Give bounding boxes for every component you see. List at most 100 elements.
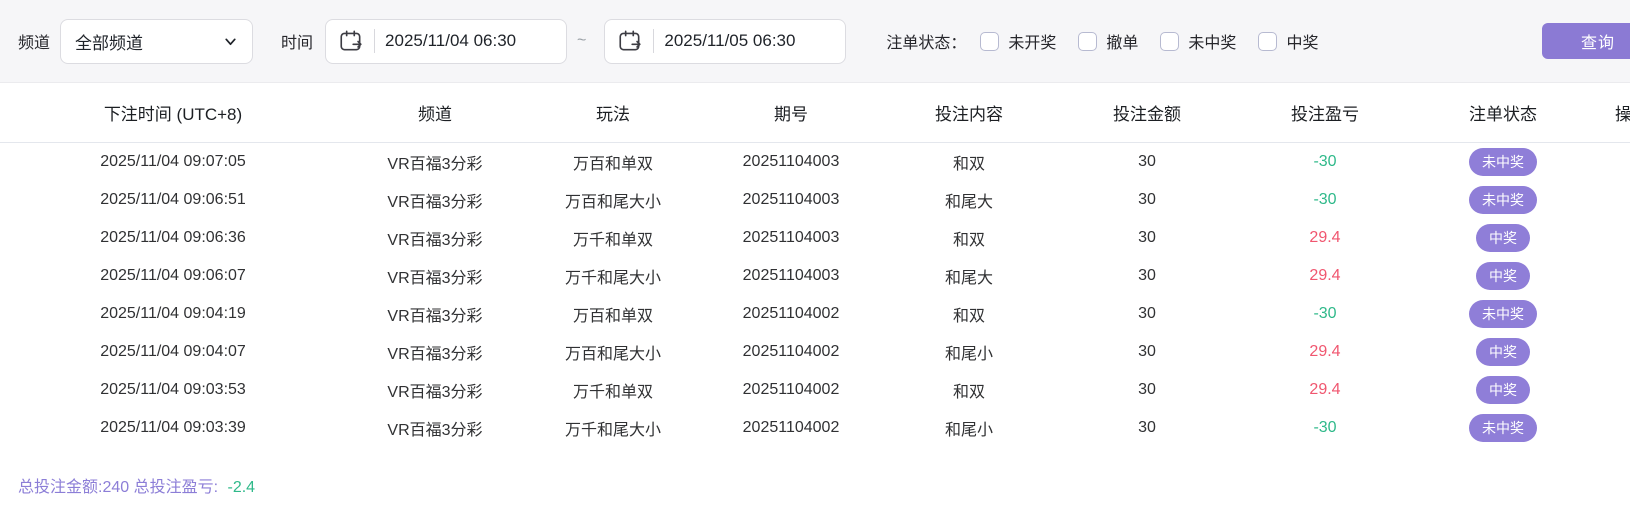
cell-bet-time: 2025/11/04 09:03:53 <box>100 381 246 398</box>
table-row: 2025/11/04 09:06:36 VR百福3分彩 万千和单双 202511… <box>0 219 1630 257</box>
cell-issue: 20251104003 <box>742 153 840 170</box>
cell-content: 和尾大 <box>944 194 993 211</box>
status-badge: 未中奖 <box>1469 148 1537 176</box>
cell-status: 未中奖 <box>1414 300 1592 328</box>
input-divider <box>374 29 376 53</box>
checkbox-label: 撤单 <box>1106 35 1139 52</box>
checkbox-unopened[interactable] <box>980 31 1000 51</box>
filter-bar: 频道 全部频道 时间 2025/11/04 06:30 ~ 2025/11/05… <box>0 0 1630 83</box>
cell-status: 中奖 <box>1414 338 1592 366</box>
cell-play: 万百和尾大小 <box>564 346 661 363</box>
channel-select[interactable]: 全部频道 <box>60 18 254 64</box>
input-divider <box>653 29 655 53</box>
cell-profit: 29.4 <box>1309 381 1341 398</box>
status-badge: 中奖 <box>1476 262 1530 290</box>
cell-content: 和双 <box>952 384 985 401</box>
cell-content: 和双 <box>952 232 985 249</box>
checkbox-label: 未中奖 <box>1188 35 1237 52</box>
chevron-down-icon <box>225 38 236 45</box>
col-status: 注单状态 <box>1469 105 1537 124</box>
checkbox-item-not-won[interactable]: 未中奖 <box>1160 29 1236 53</box>
cell-amount: 30 <box>1138 419 1156 436</box>
cell-status: 未中奖 <box>1414 148 1592 176</box>
cell-play: 万百和单双 <box>572 308 653 325</box>
checkbox-item-unopened[interactable]: 未开奖 <box>980 29 1056 53</box>
cell-channel: VR百福3分彩 <box>387 384 483 401</box>
order-status-filter: 注单状态： 未开奖 撤单 未中奖 中奖 <box>886 29 1318 53</box>
date-from-input[interactable]: 2025/11/04 06:30 <box>325 18 568 64</box>
cell-bet-time: 2025/11/04 09:04:19 <box>100 305 246 322</box>
table-row: 2025/11/04 09:06:51 VR百福3分彩 万百和尾大小 20251… <box>0 181 1630 219</box>
cell-amount: 30 <box>1138 305 1156 322</box>
checkbox-label: 未开奖 <box>1008 35 1057 52</box>
cell-channel: VR百福3分彩 <box>387 156 483 173</box>
status-badge: 未中奖 <box>1469 414 1537 442</box>
cell-profit: 29.4 <box>1309 229 1341 246</box>
cell-bet-time: 2025/11/04 09:07:05 <box>100 153 246 170</box>
checkbox-item-won[interactable]: 中奖 <box>1258 29 1318 53</box>
cell-profit: -30 <box>1313 305 1337 322</box>
table-body: 2025/11/04 09:07:05 VR百福3分彩 万百和单双 202511… <box>0 143 1630 447</box>
status-badge: 中奖 <box>1476 224 1530 252</box>
cell-play: 万千和尾大小 <box>564 270 661 287</box>
cell-amount: 30 <box>1138 153 1156 170</box>
cell-profit: 29.4 <box>1309 343 1341 360</box>
cell-status: 中奖 <box>1414 224 1592 252</box>
checkbox-label: 中奖 <box>1286 35 1319 52</box>
checkbox-item-cancelled[interactable]: 撤单 <box>1078 29 1138 53</box>
totals-text: 总投注金额:240 总投注盈亏: <box>18 479 219 496</box>
date-from-value: 2025/11/04 06:30 <box>385 31 517 50</box>
cell-issue: 20251104003 <box>742 229 840 246</box>
checkbox-not-won[interactable] <box>1160 31 1180 51</box>
col-content: 投注内容 <box>935 105 1003 124</box>
cell-bet-time: 2025/11/04 09:04:07 <box>100 343 246 360</box>
cell-content: 和尾大 <box>944 270 993 287</box>
cell-issue: 20251104002 <box>742 419 840 436</box>
table-row: 2025/11/04 09:03:53 VR百福3分彩 万千和单双 202511… <box>0 371 1630 409</box>
checkbox-won[interactable] <box>1258 31 1278 51</box>
status-badge: 未中奖 <box>1469 300 1537 328</box>
cell-channel: VR百福3分彩 <box>387 270 483 287</box>
cell-channel: VR百福3分彩 <box>387 346 483 363</box>
date-range-separator: ~ <box>577 32 587 49</box>
calendar-icon <box>340 30 362 51</box>
col-actions: 操作 <box>1615 105 1630 124</box>
date-to-input[interactable]: 2025/11/05 06:30 <box>604 18 847 64</box>
query-button[interactable]: 查询 <box>1542 23 1630 59</box>
cell-issue: 20251104002 <box>742 305 840 322</box>
col-profit: 投注盈亏 <box>1291 105 1359 124</box>
cell-content: 和双 <box>952 308 985 325</box>
status-badge: 中奖 <box>1476 338 1530 366</box>
cell-channel: VR百福3分彩 <box>387 194 483 211</box>
cell-profit: -30 <box>1313 191 1337 208</box>
cell-content: 和尾小 <box>944 346 993 363</box>
cell-amount: 30 <box>1138 191 1156 208</box>
checkbox-cancelled[interactable] <box>1078 31 1098 51</box>
cell-issue: 20251104002 <box>742 343 840 360</box>
cell-status: 未中奖 <box>1414 414 1592 442</box>
cell-bet-time: 2025/11/04 09:03:39 <box>100 419 246 436</box>
cell-profit: -30 <box>1313 419 1337 436</box>
status-badge: 中奖 <box>1476 376 1530 404</box>
total-profit-value: -2.4 <box>227 479 256 496</box>
totals-summary: 总投注金额:240 总投注盈亏: -2.4 <box>18 473 1630 497</box>
cell-amount: 30 <box>1138 343 1156 360</box>
cell-profit: -30 <box>1313 153 1337 170</box>
cell-channel: VR百福3分彩 <box>387 422 483 439</box>
table-row: 2025/11/04 09:03:39 VR百福3分彩 万千和尾大小 20251… <box>0 409 1630 447</box>
cell-amount: 30 <box>1138 229 1156 246</box>
col-bet-time: 下注时间 (UTC+8) <box>103 105 243 124</box>
cell-issue: 20251104003 <box>742 267 840 284</box>
col-issue: 期号 <box>774 105 808 124</box>
status-badge: 未中奖 <box>1469 186 1537 214</box>
cell-amount: 30 <box>1138 381 1156 398</box>
cell-issue: 20251104002 <box>742 381 840 398</box>
cell-status: 中奖 <box>1414 262 1592 290</box>
cell-bet-time: 2025/11/04 09:06:07 <box>100 267 246 284</box>
time-label: 时间 <box>281 35 314 52</box>
cell-play: 万千和单双 <box>572 232 653 249</box>
cell-content: 和尾小 <box>944 422 993 439</box>
cell-channel: VR百福3分彩 <box>387 308 483 325</box>
cell-play: 万千和单双 <box>572 384 653 401</box>
order-status-label: 注单状态： <box>886 35 967 52</box>
